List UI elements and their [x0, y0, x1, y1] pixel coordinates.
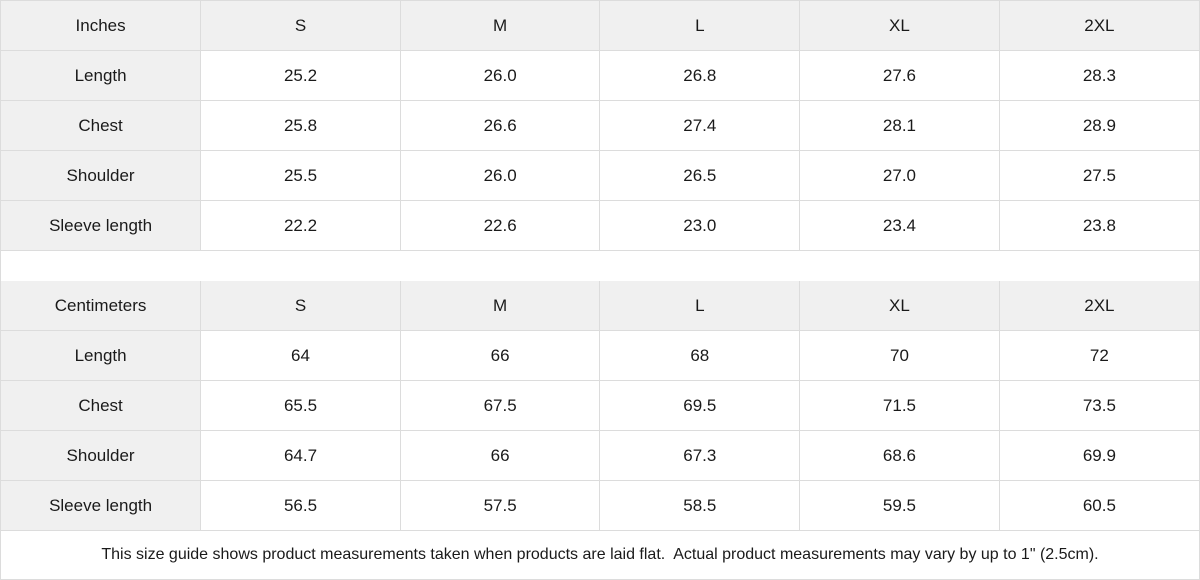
measurement-label-cell: Length — [1, 330, 202, 381]
measurement-value-cell: 68.6 — [799, 430, 1000, 481]
unit-header-cell: Centimeters — [1, 281, 202, 331]
measurement-value-cell: 56.5 — [200, 480, 401, 531]
measurement-value-cell: 67.3 — [599, 430, 801, 481]
measurement-value-cell: 28.1 — [799, 100, 1000, 151]
table-row: Chest 25.8 26.6 27.4 28.1 28.9 — [1, 100, 1199, 151]
measurement-value-cell: 25.8 — [200, 100, 401, 151]
measurement-label-cell: Chest — [1, 380, 202, 431]
measurement-value-cell: 64.7 — [200, 430, 401, 481]
measurement-value-cell: 27.0 — [799, 150, 1000, 201]
measurement-value-cell: 23.0 — [599, 200, 801, 251]
size-header-cell: 2XL — [999, 281, 1199, 331]
measurement-value-cell: 69.5 — [599, 380, 801, 431]
unit-header-cell: Inches — [1, 1, 202, 51]
size-header-cell: M — [400, 281, 601, 331]
measurement-label-cell: Sleeve length — [1, 480, 202, 531]
measurement-label-cell: Shoulder — [1, 150, 202, 201]
measurement-value-cell: 58.5 — [599, 480, 801, 531]
measurement-value-cell: 67.5 — [400, 380, 601, 431]
measurement-value-cell: 22.6 — [400, 200, 601, 251]
measurement-value-cell: 27.4 — [599, 100, 801, 151]
measurement-value-cell: 70 — [799, 330, 1000, 381]
size-header-cell: S — [200, 281, 401, 331]
measurement-value-cell: 23.8 — [999, 200, 1199, 251]
measurement-label-cell: Chest — [1, 100, 202, 151]
measurement-value-cell: 26.0 — [400, 50, 601, 101]
measurement-value-cell: 57.5 — [400, 480, 601, 531]
measurement-value-cell: 26.8 — [599, 50, 801, 101]
measurement-value-cell: 28.9 — [999, 100, 1199, 151]
measurement-value-cell: 66 — [400, 330, 601, 381]
measurement-value-cell: 23.4 — [799, 200, 1000, 251]
table-row: Sleeve length 22.2 22.6 23.0 23.4 23.8 — [1, 200, 1199, 251]
table-row: Length 64 66 68 70 72 — [1, 330, 1199, 381]
size-header-cell: 2XL — [999, 1, 1199, 51]
measurement-label-cell: Length — [1, 50, 202, 101]
size-header-cell: XL — [799, 1, 1000, 51]
table-row: Sleeve length 56.5 57.5 58.5 59.5 60.5 — [1, 480, 1199, 531]
measurement-value-cell: 25.2 — [200, 50, 401, 101]
measurement-value-cell: 71.5 — [799, 380, 1000, 431]
measurement-value-cell: 26.6 — [400, 100, 601, 151]
size-header-cell: L — [599, 281, 801, 331]
measurement-value-cell: 65.5 — [200, 380, 401, 431]
measurement-value-cell: 68 — [599, 330, 801, 381]
measurement-value-cell: 27.6 — [799, 50, 1000, 101]
measurement-value-cell: 69.9 — [999, 430, 1199, 481]
measurement-value-cell: 26.0 — [400, 150, 601, 201]
size-header-cell: XL — [799, 281, 1000, 331]
measurement-value-cell: 73.5 — [999, 380, 1199, 431]
measurement-value-cell: 59.5 — [799, 480, 1000, 531]
size-guide-note: This size guide shows product measuremen… — [1, 531, 1199, 579]
table-row: Chest 65.5 67.5 69.5 71.5 73.5 — [1, 380, 1199, 431]
measurement-value-cell: 22.2 — [200, 200, 401, 251]
measurement-value-cell: 64 — [200, 330, 401, 381]
table-row: Shoulder 64.7 66 67.3 68.6 69.9 — [1, 430, 1199, 481]
measurement-label-cell: Shoulder — [1, 430, 202, 481]
table-row: Length 25.2 26.0 26.8 27.6 28.3 — [1, 50, 1199, 101]
measurement-value-cell: 72 — [999, 330, 1199, 381]
measurement-label-cell: Sleeve length — [1, 200, 202, 251]
measurement-value-cell: 28.3 — [999, 50, 1199, 101]
table-row: Shoulder 25.5 26.0 26.5 27.0 27.5 — [1, 150, 1199, 201]
measurement-value-cell: 25.5 — [200, 150, 401, 201]
size-table-centimeters: Centimeters S M L XL 2XL Length 64 66 68 70 72 Chest… — [1, 281, 1199, 531]
size-header-cell: S — [200, 1, 401, 51]
measurement-value-cell: 60.5 — [999, 480, 1199, 531]
table-header-row: Inches S M L XL 2XL — [1, 1, 1199, 51]
size-table-inches: Inches S M L XL 2XL Length 25.2 26.0 26.8 27.6 28.3… — [1, 1, 1199, 251]
measurement-value-cell: 27.5 — [999, 150, 1199, 201]
measurement-value-cell: 26.5 — [599, 150, 801, 201]
measurement-value-cell: 66 — [400, 430, 601, 481]
size-header-cell: L — [599, 1, 801, 51]
size-header-cell: M — [400, 1, 601, 51]
table-header-row: Centimeters S M L XL 2XL — [1, 281, 1199, 331]
table-gap — [1, 251, 1199, 281]
